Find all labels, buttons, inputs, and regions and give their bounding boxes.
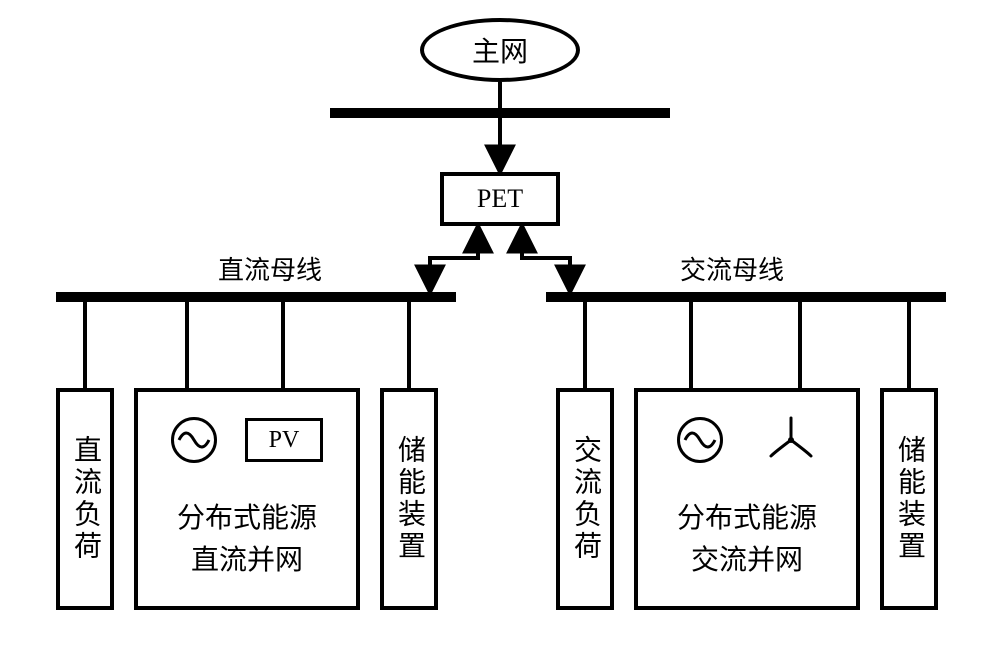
pet-label: PET bbox=[477, 184, 523, 214]
ac-der-label: 分布式能源 交流并网 bbox=[677, 498, 817, 582]
top-bus bbox=[330, 108, 670, 118]
ac-source-icon-2 bbox=[677, 417, 723, 463]
node-dc-storage: 储能装置 bbox=[380, 388, 438, 610]
ac-storage-label: 储能装置 bbox=[889, 435, 929, 563]
dc-load-label: 直流负荷 bbox=[65, 435, 105, 563]
ac-bus bbox=[546, 292, 946, 302]
ac-bus-label: 交流母线 bbox=[680, 250, 784, 287]
ac-load-label: 交流负荷 bbox=[565, 435, 605, 563]
node-ac-storage: 储能装置 bbox=[880, 388, 938, 610]
dc-bus-label: 直流母线 bbox=[218, 250, 322, 287]
power-grid-diagram: 主网 PET 直流母线 交流母线 直流负荷 PV 分布式能源 直流并网 储能装置… bbox=[0, 0, 1000, 654]
node-ac-load: 交流负荷 bbox=[556, 388, 614, 610]
dc-bus bbox=[56, 292, 456, 302]
node-dc-der: PV 分布式能源 直流并网 bbox=[134, 388, 360, 610]
edge-pet-to-dcbus bbox=[430, 228, 478, 290]
wind-icon bbox=[765, 414, 817, 466]
pv-label: PV bbox=[269, 427, 300, 454]
pv-icon: PV bbox=[245, 418, 323, 462]
dc-storage-label: 储能装置 bbox=[389, 435, 429, 563]
node-pet: PET bbox=[440, 172, 560, 226]
node-dc-load: 直流负荷 bbox=[56, 388, 114, 610]
main-grid-label: 主网 bbox=[472, 30, 528, 70]
node-ac-der: 分布式能源 交流并网 bbox=[634, 388, 860, 610]
edge-pet-to-acbus bbox=[522, 228, 570, 290]
ac-source-icon bbox=[171, 417, 217, 463]
node-main-grid: 主网 bbox=[420, 18, 580, 82]
dc-der-label: 分布式能源 直流并网 bbox=[177, 498, 317, 582]
